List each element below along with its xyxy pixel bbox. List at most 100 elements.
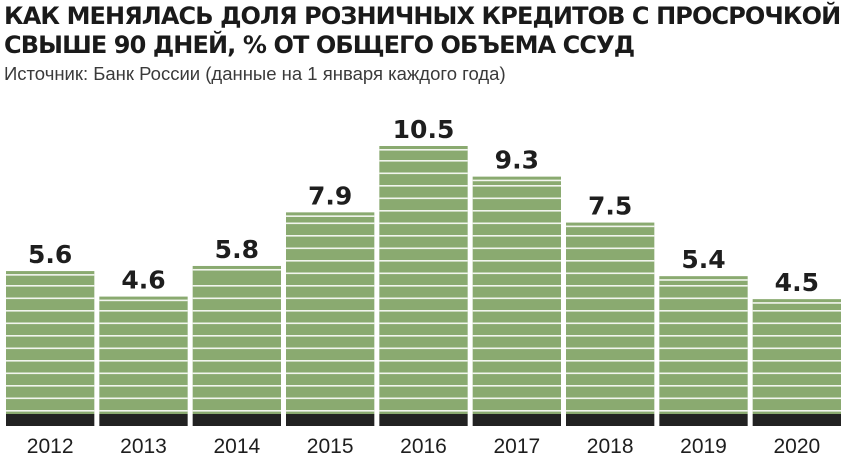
bar-stripe (566, 247, 655, 250)
bar-stripe (379, 235, 468, 237)
bar-2012 (6, 271, 95, 414)
bar-base (99, 414, 188, 426)
bar-base (472, 414, 561, 426)
bar-stripe (286, 397, 375, 400)
bar-stripe (379, 160, 468, 162)
bar-stripe (379, 247, 468, 250)
bar-stripe (379, 410, 468, 412)
bar-value-label: 7.5 (588, 192, 632, 221)
bar-group-2018: 7.5 2018 (566, 192, 655, 458)
bar-stripe (192, 410, 281, 412)
bar-stripe (659, 410, 748, 412)
bar-base (566, 414, 655, 426)
bar-stripe (379, 185, 468, 187)
bar-stripe (472, 322, 561, 325)
bar-stripe (659, 397, 748, 400)
bar-stripe (379, 385, 468, 387)
bar-base (659, 414, 748, 426)
bar-stripe (379, 222, 468, 225)
bar-stripe (379, 297, 468, 300)
bar-stripe (99, 322, 188, 325)
bar-stripe (286, 260, 375, 262)
bar-stripe (99, 347, 188, 350)
x-tick-label: 2013 (120, 435, 167, 458)
x-tick-label: 2014 (213, 435, 260, 458)
bar-stripe (472, 372, 561, 375)
bar-2015 (286, 212, 375, 414)
bar-value-label: 5.4 (681, 245, 725, 274)
bar-stripe (472, 247, 561, 250)
bar-stripe (192, 285, 281, 287)
bar-stripe (472, 197, 561, 200)
chart-title: КАК МЕНЯЛАСЬ ДОЛЯ РОЗНИЧНЫХ КРЕДИТОВ С П… (4, 2, 841, 59)
bar-stripe (752, 347, 841, 350)
bar-cap-line (192, 268, 281, 271)
bar-stripe (659, 322, 748, 325)
bar-stripe (472, 260, 561, 262)
bar-stripe (286, 335, 375, 337)
bar-stripe (566, 335, 655, 337)
bar-2014 (192, 265, 281, 414)
bar-stripe (379, 197, 468, 200)
bar-stripe (192, 297, 281, 300)
bar-stripe (99, 410, 188, 412)
bar-group-2015: 7.9 2015 (286, 181, 375, 458)
bar-base (379, 414, 468, 426)
bar-group-2013: 4.6 2013 (99, 266, 188, 458)
bar-stripe (472, 360, 561, 362)
bar-stripe (6, 410, 95, 412)
bar-stripe (472, 335, 561, 337)
bar-stripe (6, 372, 95, 375)
bar-cap-line (99, 299, 188, 302)
bar-stripe (286, 272, 375, 275)
bar-stripe (566, 285, 655, 287)
bar-stripe (472, 285, 561, 287)
bar-base (6, 414, 95, 426)
bar-2019 (659, 276, 748, 414)
bar-2018 (566, 222, 655, 414)
bar-stripe (566, 372, 655, 375)
bar-stripe (286, 372, 375, 375)
bar-stripe (472, 310, 561, 312)
bar-stripe (659, 360, 748, 362)
bar-stripe (99, 397, 188, 400)
bar-stripe (286, 410, 375, 412)
bar-value-label: 9.3 (495, 146, 539, 175)
bar-stripe (99, 360, 188, 362)
bar-cap-line (659, 279, 748, 281)
bar-stripe (286, 285, 375, 287)
bar-2016 (379, 146, 468, 414)
bar-stripe (6, 285, 95, 287)
bar-stripe (472, 385, 561, 387)
bar-stripe (192, 335, 281, 337)
bar-stripe (192, 385, 281, 387)
x-tick-label: 2015 (307, 435, 354, 458)
bar-stripe (192, 360, 281, 362)
bar-group-2020: 4.5 2020 (752, 268, 841, 458)
bar-stripe (566, 297, 655, 300)
bar-stripe (472, 297, 561, 300)
bar-stripe (286, 360, 375, 362)
bar-stripe (566, 360, 655, 362)
bar-stripe (472, 235, 561, 237)
bar-cap-line (6, 274, 95, 276)
bar-stripe (752, 372, 841, 375)
bar-stripe (286, 297, 375, 300)
bar-stripe (752, 335, 841, 337)
bar-stripe (566, 272, 655, 275)
bar-stripe (379, 210, 468, 212)
bar-stripe (472, 397, 561, 400)
bar-stripe (192, 322, 281, 325)
bar-stripe (6, 322, 95, 325)
x-tick-label: 2018 (587, 435, 634, 458)
bar-2013 (99, 296, 188, 414)
bar-stripe (6, 310, 95, 312)
bar-stripe (379, 360, 468, 362)
bar-stripe (192, 347, 281, 350)
bar-stripe (472, 347, 561, 350)
x-tick-label: 2019 (680, 435, 727, 458)
bar-stripe (566, 260, 655, 262)
chart-source-note: Источник: Банк России (данные на 1 январ… (4, 63, 506, 84)
bar-value-label: 5.6 (28, 240, 72, 269)
